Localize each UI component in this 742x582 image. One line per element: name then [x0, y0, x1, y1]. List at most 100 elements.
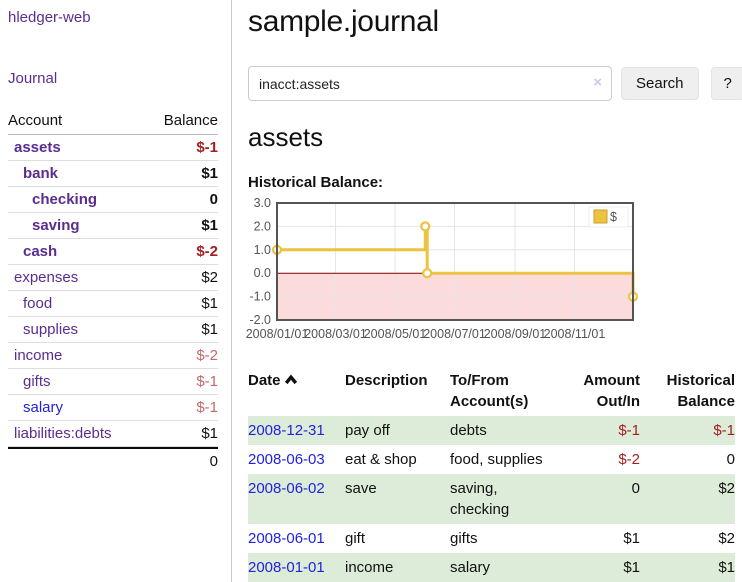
svg-text:$: $	[610, 210, 617, 224]
sidebar-account-link[interactable]: liabilities:debts	[14, 425, 112, 442]
register-table: Date Description To/From Account(s) Amou…	[248, 368, 735, 582]
sidebar-account-link[interactable]: gifts	[23, 373, 51, 390]
search-form: × Search ?	[248, 66, 742, 101]
register-date-cell: 2008-12-31	[248, 416, 345, 445]
sidebar-account-balance: $1	[201, 425, 218, 442]
register-tbody: 2008-12-31 pay off debts $-1 $-1 2008-06-03 ea…	[248, 416, 735, 582]
register-date-cell: 2008-06-03	[248, 445, 345, 474]
nav-journal-link[interactable]: Journal	[8, 70, 58, 87]
balance-chart-svg: $3.0 2.0 1.0 0.0 -1.0 -2.02008/01/012008/03/0…	[246, 196, 639, 341]
sidebar-account-link[interactable]: salary	[23, 399, 64, 416]
page-title: sample.journal	[248, 5, 439, 38]
sidebar-account-balance: $1	[201, 295, 218, 312]
sidebar-account-link[interactable]: income	[14, 347, 63, 364]
register-date-link[interactable]: 2008-12-31	[248, 422, 325, 439]
sidebar-account-row: bank $1	[8, 161, 218, 187]
sidebar-account-row: expenses $2	[8, 265, 218, 291]
search-button[interactable]: Search	[621, 67, 699, 100]
register-balance-cell: 0	[726, 451, 735, 468]
sidebar-account-link[interactable]: cash	[23, 243, 58, 260]
sidebar-account-row: saving $1	[8, 213, 218, 239]
svg-text:2.0: 2.0	[254, 219, 271, 233]
svg-text:-2.0: -2.0	[249, 313, 271, 327]
svg-text:0.0: 0.0	[254, 266, 271, 280]
register-date-cell: 2008-06-02	[248, 474, 345, 524]
sidebar-account-link[interactable]: food	[23, 295, 53, 312]
register-row: 2008-06-01 gift gifts $1 $2	[248, 524, 735, 553]
svg-text:2008/05/01: 2008/05/01	[364, 327, 427, 341]
sidebar-account-balance: $2	[201, 269, 218, 286]
register-balance-cell: $-1	[713, 422, 735, 439]
register-amount-cell: $1	[623, 530, 640, 547]
svg-text:2008/11/01: 2008/11/01	[544, 327, 606, 341]
sidebar-account-link[interactable]: assets	[14, 139, 61, 156]
register-description-cell: income	[345, 559, 394, 576]
register-row: 2008-12-31 pay off debts $-1 $-1	[248, 416, 735, 445]
sidebar: hledger-web Journal Account Balance asse…	[0, 0, 232, 582]
register-row: 2008-06-03 eat & shop food, supplies $-2 0	[248, 445, 735, 474]
register-description-cell: save	[345, 480, 377, 497]
sidebar-account-row: salary $-1	[8, 395, 218, 421]
sidebar-account-balance: $1	[201, 321, 218, 338]
column-header-date[interactable]: Date	[248, 368, 345, 416]
svg-text:2008/09/01: 2008/09/01	[484, 327, 547, 341]
register-accounts-cell: saving, checking	[450, 480, 510, 518]
register-description-cell: eat & shop	[345, 451, 417, 468]
register-header-row: Date Description To/From Account(s) Amou…	[248, 368, 735, 416]
register-description-cell: pay off	[345, 422, 390, 439]
sidebar-account-balance: $-1	[196, 139, 218, 156]
sidebar-account-link[interactable]: checking	[32, 191, 98, 208]
register-amount-cell: $-1	[618, 422, 640, 439]
svg-text:2008/03/01: 2008/03/01	[304, 327, 367, 341]
register-description-cell: gift	[345, 530, 366, 547]
date-column-label: Date	[248, 372, 281, 389]
sidebar-account-balance: $1	[201, 165, 218, 182]
sidebar-account-balance: $-1	[196, 399, 218, 416]
sidebar-account-row: income $-2	[8, 343, 218, 369]
sidebar-account-link[interactable]: supplies	[23, 321, 79, 338]
sidebar-account-balance: $-2	[196, 347, 218, 364]
sidebar-account-row: supplies $1	[8, 317, 218, 343]
svg-text:1.0: 1.0	[254, 243, 271, 257]
help-button[interactable]: ?	[710, 67, 742, 100]
sidebar-account-row: liabilities:debts $1	[8, 421, 218, 447]
chart-section-label: Historical Balance:	[248, 174, 384, 191]
brand-link[interactable]: hledger-web	[8, 9, 91, 26]
sidebar-account-balance: $-1	[196, 373, 218, 390]
balance-chart[interactable]: $3.0 2.0 1.0 0.0 -1.0 -2.0 2008/01/01 2008/03/0…	[240, 196, 735, 351]
register-amount-cell: 0	[631, 480, 640, 497]
clear-search-icon[interactable]: ×	[593, 74, 602, 91]
register-date-link[interactable]: 2008-06-02	[248, 480, 325, 497]
register-row: 2008-01-01 income salary $1 $1	[248, 553, 735, 582]
account-heading: assets	[248, 122, 324, 152]
register-date-link[interactable]: 2008-06-03	[248, 451, 325, 468]
register-amount-cell: $1	[623, 559, 640, 576]
register-amount-cell: $-2	[618, 451, 640, 468]
register-accounts-cell: gifts	[450, 530, 478, 547]
sidebar-account-row: checking 0	[8, 187, 218, 213]
sidebar-account-balance: 0	[209, 191, 218, 208]
register-balance-cell: $2	[718, 530, 735, 547]
register-accounts-cell: salary	[450, 559, 491, 576]
search-input-wrap: ×	[248, 66, 612, 101]
column-header-amount: Amount Out/In	[583, 372, 640, 410]
register-date-link[interactable]: 2008-06-01	[248, 530, 325, 547]
register-date-link[interactable]: 2008-01-01	[248, 559, 325, 576]
sort-ascending-icon	[284, 374, 297, 385]
column-header-accounts: To/From Account(s)	[450, 372, 529, 410]
sidebar-account-balance: $-2	[196, 243, 218, 260]
search-input[interactable]	[248, 66, 612, 101]
sidebar-accounts: assets $-1 bank $1 checking 0 saving $1 cash $-2 e…	[8, 135, 218, 447]
sidebar-account-link[interactable]: bank	[23, 165, 59, 182]
sidebar-account-balance: $1	[201, 217, 218, 234]
sidebar-account-row: assets $-1	[8, 135, 218, 161]
register-balance-cell: $1	[718, 559, 735, 576]
register-row: 2008-06-02 save saving, checking 0 $2	[248, 474, 735, 524]
account-column-header: Account	[8, 112, 63, 129]
sidebar-account-row: gifts $-1	[8, 369, 218, 395]
sidebar-total-row: 0	[8, 447, 218, 474]
sidebar-accounts-header: Account Balance	[8, 108, 218, 135]
sidebar-account-link[interactable]: saving	[32, 217, 80, 234]
svg-text:2008/01/01: 2008/01/01	[246, 327, 309, 341]
sidebar-account-link[interactable]: expenses	[14, 269, 79, 286]
